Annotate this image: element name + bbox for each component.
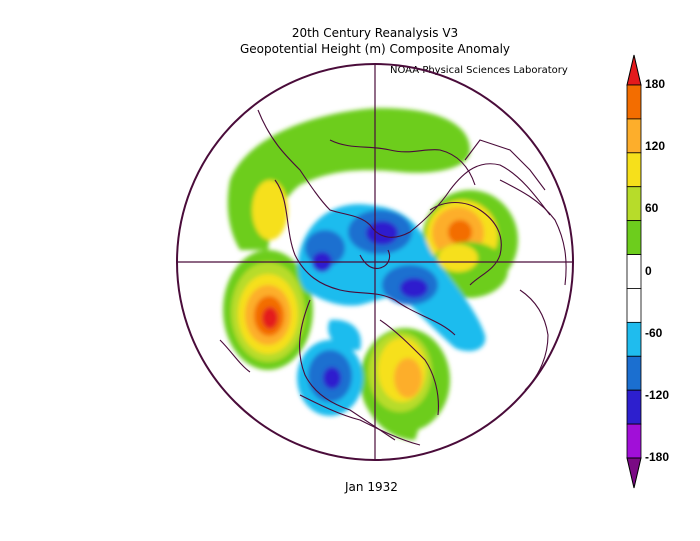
colorbar-segment bbox=[626, 254, 642, 289]
colorbar-label: -180 bbox=[645, 450, 670, 464]
colorbar-bottom-arrow bbox=[626, 457, 642, 489]
colorbar-top-arrow bbox=[626, 54, 642, 86]
na-positive-core bbox=[394, 358, 422, 398]
colorbar-segment bbox=[626, 321, 642, 357]
date-label: Jan 1932 bbox=[345, 480, 398, 494]
positive-anomaly-northwest bbox=[252, 180, 288, 240]
colorbar-label: 120 bbox=[645, 139, 666, 154]
positive-anomaly-arc bbox=[227, 108, 470, 250]
colorbar-segment bbox=[626, 423, 642, 459]
arctic-negative-core bbox=[366, 221, 398, 245]
eurasia-positive-tail-core bbox=[438, 244, 478, 272]
colorbar-segment bbox=[626, 118, 642, 154]
map-boundary bbox=[176, 63, 574, 461]
wna-negative-core bbox=[323, 367, 341, 389]
pacific-positive-max bbox=[262, 307, 278, 329]
anomaly-field bbox=[223, 108, 518, 440]
coastlines bbox=[219, 109, 567, 446]
colorbar-segment bbox=[626, 84, 642, 120]
colorbar-segment bbox=[626, 288, 642, 323]
colorbar-label: -60 bbox=[645, 325, 663, 340]
colorbar-segment bbox=[626, 220, 642, 255]
colorbar-segment bbox=[626, 355, 642, 391]
title-line-1: 20th Century Reanalysis V3 bbox=[291, 26, 459, 40]
colorbar bbox=[626, 54, 642, 489]
colorbar-label: 60 bbox=[645, 201, 659, 216]
colorbar-segment bbox=[626, 152, 642, 188]
colorbar-segment bbox=[626, 389, 642, 425]
colorbar-label: -120 bbox=[645, 387, 670, 402]
colorbar-label: 180 bbox=[645, 77, 666, 91]
eurasia-positive-core bbox=[448, 220, 472, 244]
title-line-2: Geopotential Height (m) Composite Anomal… bbox=[239, 42, 511, 56]
atlantic-negative-core bbox=[400, 278, 428, 298]
credit-label: NOAA Physical Sciences Laboratory bbox=[390, 65, 568, 76]
colorbar-segment bbox=[626, 186, 642, 222]
colorbar-label: 0 bbox=[645, 263, 652, 278]
